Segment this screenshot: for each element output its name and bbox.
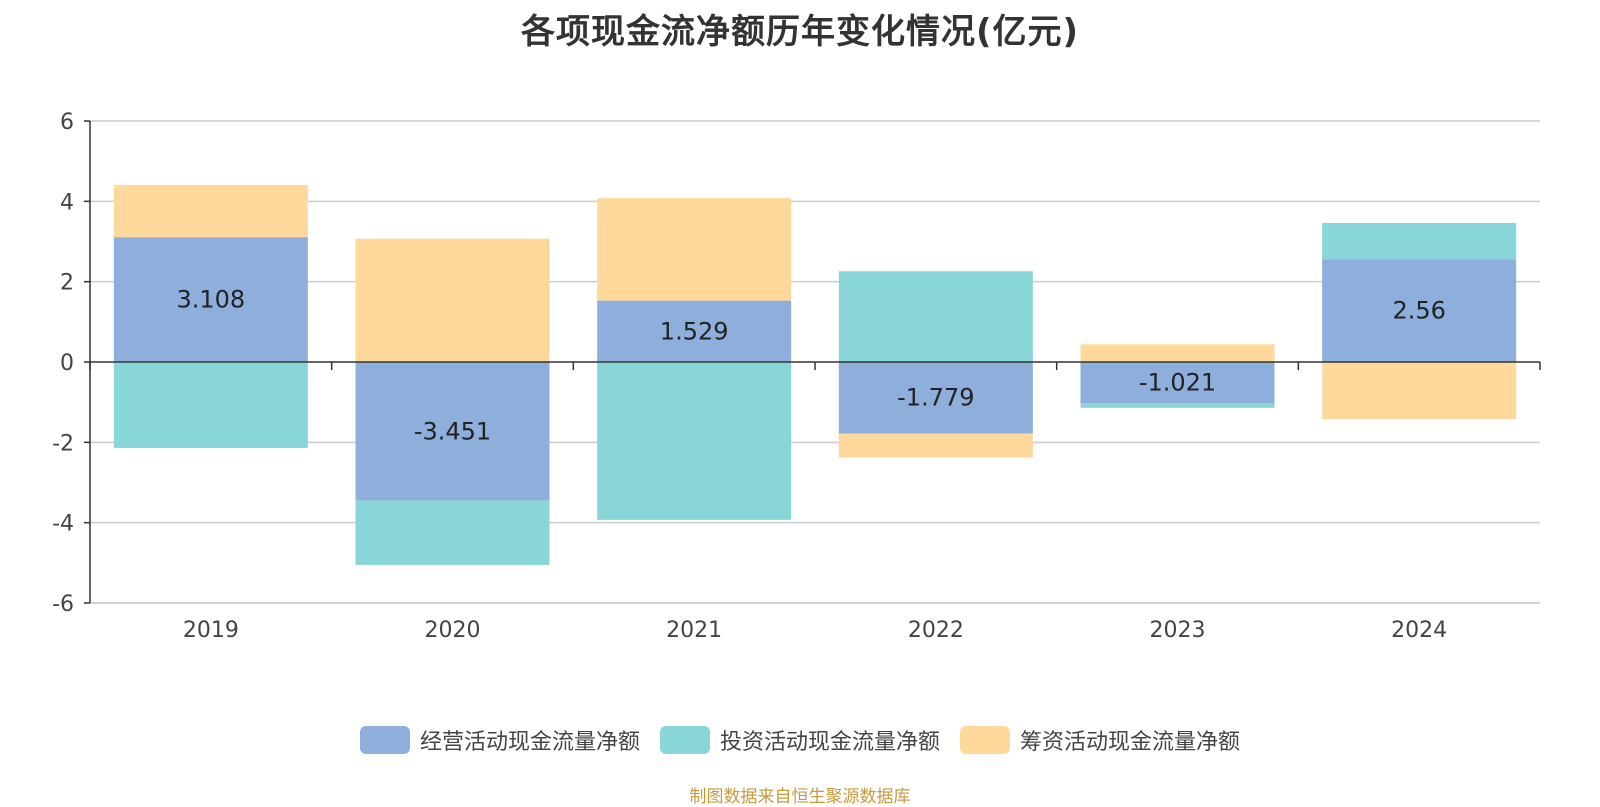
source-note: 制图数据来自恒生聚源数据库 (689, 787, 911, 807)
legend-swatch-financing (960, 726, 1010, 754)
x-tick-label-2021: 2021 (666, 618, 722, 643)
data-label-2020: -3.451 (414, 417, 491, 445)
bar-2024-series-1[interactable] (1322, 223, 1517, 260)
y-tick-label: 0 (60, 351, 74, 376)
bar-2023-series-2[interactable] (1080, 344, 1275, 362)
bar-2021-series-2[interactable] (597, 198, 792, 301)
data-label-2019: 3.108 (176, 286, 245, 314)
data-label-2021: 1.529 (660, 317, 729, 345)
bar-2020-series-2[interactable] (355, 238, 550, 362)
data-label-2023: -1.021 (1139, 369, 1216, 397)
x-tick-label-2019: 2019 (183, 618, 239, 643)
bar-2020-series-0[interactable] (355, 362, 550, 501)
bar-2022-series-0[interactable] (838, 362, 1033, 434)
axes: 6 4 2 0 -2 -4 -6 2019 2020 2021 2022 2023 2024 (52, 110, 1541, 643)
bar-2023-series-0[interactable] (1080, 362, 1275, 404)
legend-label-operating: 经营活动现金流量净额 (419, 730, 640, 755)
x-tick-label-2020: 2020 (425, 618, 481, 643)
x-tick-label-2022: 2022 (908, 618, 964, 643)
legend: 经营活动现金流量净额 投资活动现金流量净额 筹资活动现金流量净额 (0, 724, 1600, 756)
bar-2019-series-2[interactable] (113, 184, 308, 238)
bar-2024-series-2[interactable] (1322, 362, 1517, 420)
y-tick-label: 6 (60, 110, 74, 135)
legend-label-financing: 筹资活动现金流量净额 (1020, 730, 1241, 755)
bar-2021-series-0[interactable] (597, 300, 792, 362)
bar-2021-series-1[interactable] (597, 362, 792, 520)
legend-item-financing[interactable]: 筹资活动现金流量净额 (960, 724, 1240, 756)
legend-swatch-operating (359, 726, 410, 754)
y-tick-label: -2 (52, 431, 74, 456)
legend-item-investing[interactable]: 投资活动现金流量净额 (659, 724, 940, 756)
bar-2022-series-1[interactable] (838, 271, 1033, 362)
x-tick-label-2024: 2024 (1391, 618, 1447, 643)
bar-2024-series-0[interactable] (1322, 259, 1517, 362)
y-tick-label: 2 (60, 271, 74, 296)
legend-swatch-investing (659, 726, 710, 754)
grid-lines (90, 120, 1540, 604)
x-tick-label-2023: 2023 (1150, 618, 1206, 643)
y-tick-label: -4 (52, 512, 74, 537)
data-label-2022: -1.779 (897, 384, 974, 412)
data-labels: 3.108 -3.451 1.529 -1.779 -1.021 2.56 (176, 286, 1445, 446)
bar-2019-series-1[interactable] (113, 362, 308, 448)
bar-2022-series-2[interactable] (838, 433, 1033, 458)
data-label-2024: 2.56 (1392, 297, 1445, 325)
y-tick-label: 4 (60, 190, 74, 215)
bars (113, 184, 1517, 565)
chart-title: 各项现金流净额历年变化情况(亿元) (520, 12, 1080, 52)
bar-2023-series-1[interactable] (1080, 403, 1275, 408)
legend-label-investing: 投资活动现金流量净额 (719, 730, 940, 755)
bar-2020-series-1[interactable] (355, 500, 550, 565)
legend-item-operating[interactable]: 经营活动现金流量净额 (359, 724, 640, 756)
y-tick-label: -6 (52, 592, 74, 617)
bar-2019-series-0[interactable] (113, 237, 308, 362)
